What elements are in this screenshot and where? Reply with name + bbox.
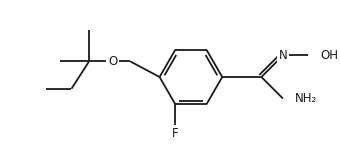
Text: F: F bbox=[172, 127, 178, 140]
Text: OH: OH bbox=[320, 49, 338, 62]
Text: O: O bbox=[108, 55, 117, 68]
Text: NH₂: NH₂ bbox=[295, 92, 317, 105]
Text: N: N bbox=[278, 49, 287, 62]
